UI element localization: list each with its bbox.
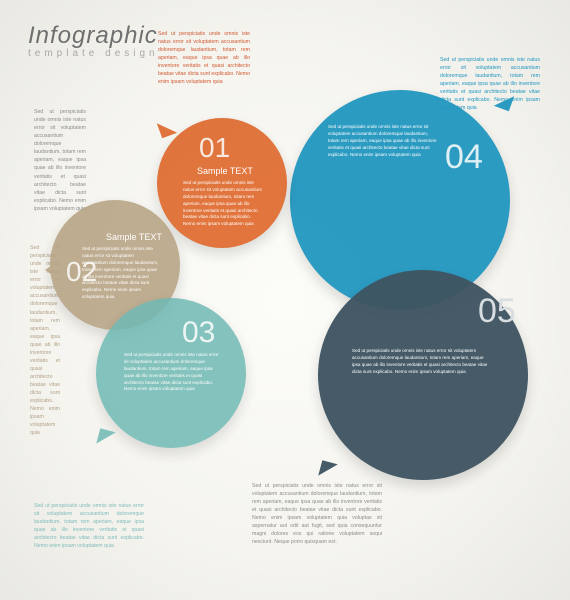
text-block-bottom_teal: Sed ut perspiciatis unde omnis iste natu… [34,502,144,550]
infographic-stage: Infographic template design Sed ut persp… [0,0,570,600]
bubble-body-03: Sed ut perspiciatis unde omnis iste natu… [124,352,220,393]
bubble-tail-05 [319,461,339,481]
bubble-number-04: 04 [445,138,483,177]
title-main: Infographic [28,22,159,50]
title-sub: template design [28,48,159,59]
bubble-body-04: Sed ut perspiciatis unde omnis iste natu… [328,124,438,158]
bubble-tail-02 [45,259,61,281]
text-block-left_small: Sed ut perspiciatis unde omnis iste natu… [34,108,86,213]
text-block-bottom_gray: Sed ut perspiciatis unde omnis iste natu… [252,482,382,547]
bubble-body-02: Sed ut perspiciatis unde omnis iste natu… [82,246,160,301]
bubble-number-01: 01 [199,132,230,164]
bubble-body-05: Sed ut perspiciatis unde omnis iste natu… [352,348,492,376]
bubble-label-02: Sample TEXT [106,232,162,242]
title-block: Infographic template design [28,22,159,59]
bubble-01: 01 Sample TEXT Sed ut perspiciatis unde om… [157,118,287,248]
bubble-tail-03 [97,429,117,449]
bubble-label-01: Sample TEXT [197,166,253,176]
bubble-03: 03Sed ut perspiciatis unde omnis iste na… [96,298,246,448]
text-block-top_orange: Sed ut perspiciatis unde omnis iste natu… [158,30,250,86]
bubble-05: 05 Sed ut perspiciatis unde omnis iste na… [318,270,528,480]
bubble-tail-01 [156,117,177,138]
bubble-number-05: 05 [478,292,516,331]
bubble-body-01: Sed ut perspiciatis unde omnis iste natu… [183,180,263,228]
bubble-number-03: 03 [182,316,215,350]
